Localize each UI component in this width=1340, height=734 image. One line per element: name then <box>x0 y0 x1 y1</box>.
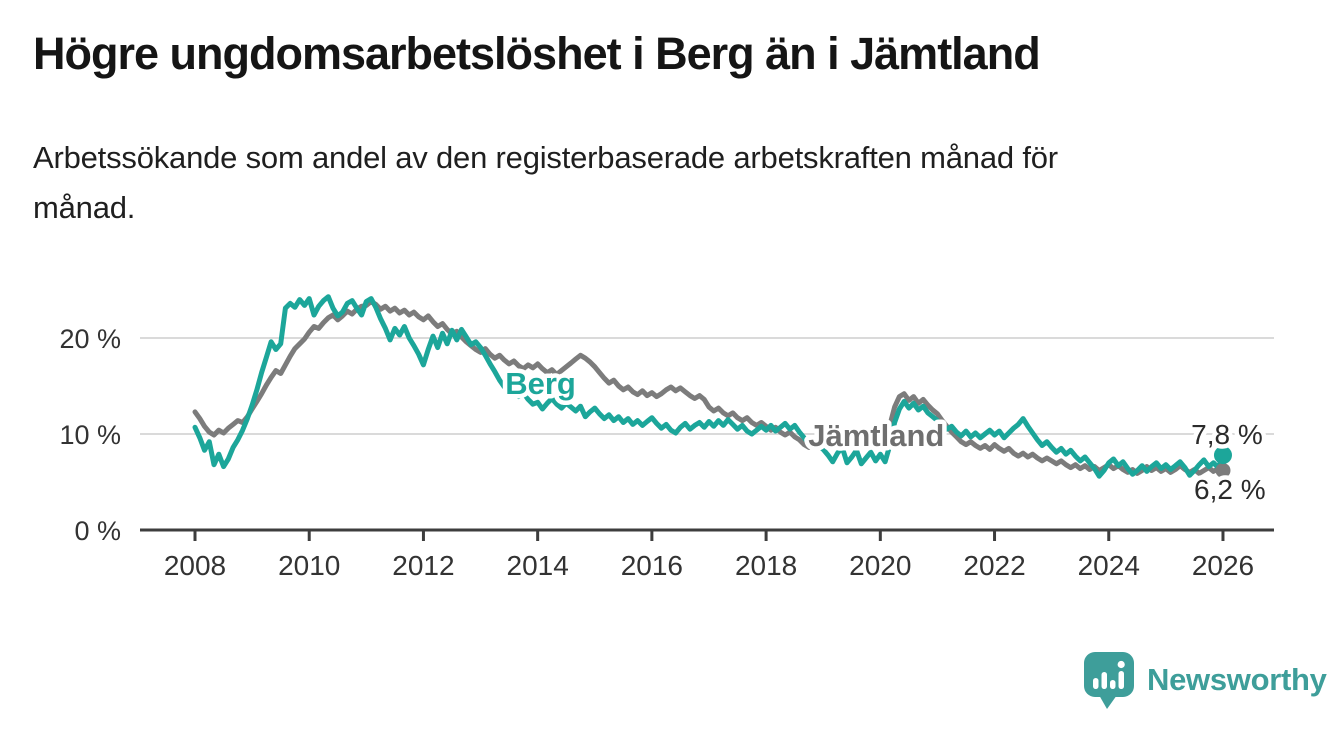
latest-value-label: 6,2 % <box>1194 474 1266 505</box>
chart-subtitle: Arbetssökande som andel av den registerb… <box>33 133 1058 233</box>
y-axis-label: 20 % <box>59 324 121 354</box>
x-axis-label: 2020 <box>849 550 911 581</box>
subtitle-line-2: månad. <box>33 190 136 225</box>
x-axis-label: 2022 <box>963 550 1025 581</box>
series-line-jamtland <box>192 299 1226 476</box>
x-axis-label: 2008 <box>164 550 226 581</box>
unemployment-line-chart: 0 % 10 % 20 % 2008 2010 2012 2014 2016 2018 2020 2… <box>59 294 1274 581</box>
y-axis-label: 10 % <box>59 420 121 450</box>
newsworthy-logo-text: Newsworthy <box>1147 662 1327 697</box>
end-dot-jamtland <box>1215 462 1231 478</box>
end-dot-berg <box>1213 446 1232 465</box>
subtitle-line-1: Arbetssökande som andel av den registerb… <box>33 140 1058 175</box>
series-line-berg <box>192 294 1226 479</box>
series-label-berg: Berg <box>505 366 576 401</box>
x-axis-label: 2026 <box>1192 550 1254 581</box>
x-axis-label: 2012 <box>392 550 454 581</box>
x-axis-label: 2014 <box>507 550 569 581</box>
series-label-jamtland: Jämtland <box>808 418 944 453</box>
x-axis-label: 2024 <box>1078 550 1140 581</box>
x-axis-label: 2018 <box>735 550 797 581</box>
bar-chart-speech-bubble-icon <box>1084 652 1134 709</box>
page-title: Högre ungdomsarbetslöshet i Berg än i Jä… <box>33 28 1041 79</box>
x-axis-label: 2010 <box>278 550 340 581</box>
newsworthy-logo[interactable]: Newsworthy <box>1082 650 1327 710</box>
y-axis-label: 0 % <box>74 516 121 546</box>
x-axis-label: 2016 <box>621 550 683 581</box>
latest-value-label: 7,8 % <box>1191 419 1263 450</box>
